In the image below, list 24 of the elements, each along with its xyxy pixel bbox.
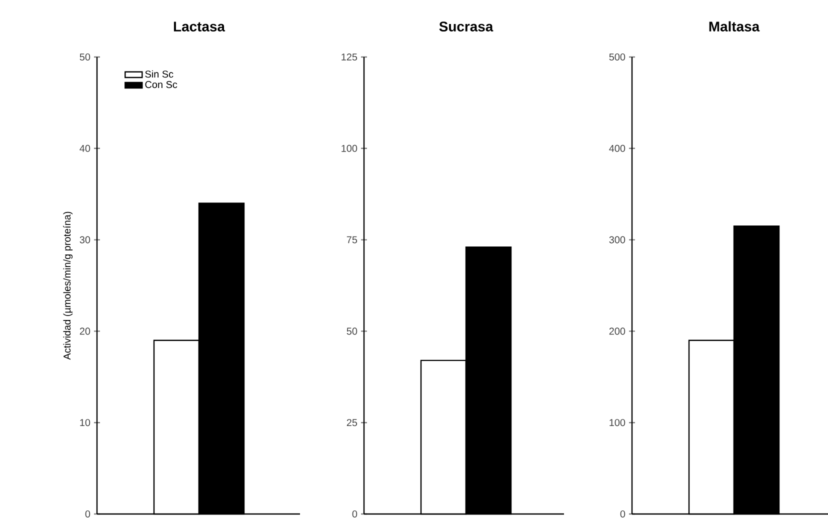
y-tick-label: 100 (610, 419, 626, 426)
y-tick-label: 75 (346, 236, 358, 244)
y-tick-label: 20 (80, 328, 90, 335)
y-tick-label: 0 (85, 510, 90, 518)
y-tick-label: 400 (609, 144, 626, 152)
y-tick-label: 30 (80, 236, 90, 244)
y-tick-label: 10 (80, 419, 90, 426)
chart-title: Sucrasa (439, 22, 494, 32)
y-tick-label: 40 (80, 144, 90, 152)
y-tick-label: 300 (609, 236, 626, 244)
y-tick-label: 0 (620, 510, 626, 518)
y-tick-label: 50 (346, 328, 358, 335)
y-tick-label: 125 (342, 53, 358, 61)
y-axis-title: Actividad (µmoles/min/g proteína) (63, 212, 73, 360)
chart-title: Maltasa (709, 21, 760, 32)
legend-label: Sin Sc (145, 70, 174, 78)
y-tick-label: 0 (352, 510, 358, 518)
y-tick-label: 100 (342, 144, 358, 152)
y-tick-label: 25 (346, 419, 358, 426)
chart-title: Lactasa (174, 22, 226, 32)
y-tick-label: 50 (80, 53, 90, 61)
legend-label: Con Sc (145, 81, 178, 88)
y-tick-label: 500 (609, 53, 626, 61)
y-tick-label: 200 (609, 328, 626, 335)
